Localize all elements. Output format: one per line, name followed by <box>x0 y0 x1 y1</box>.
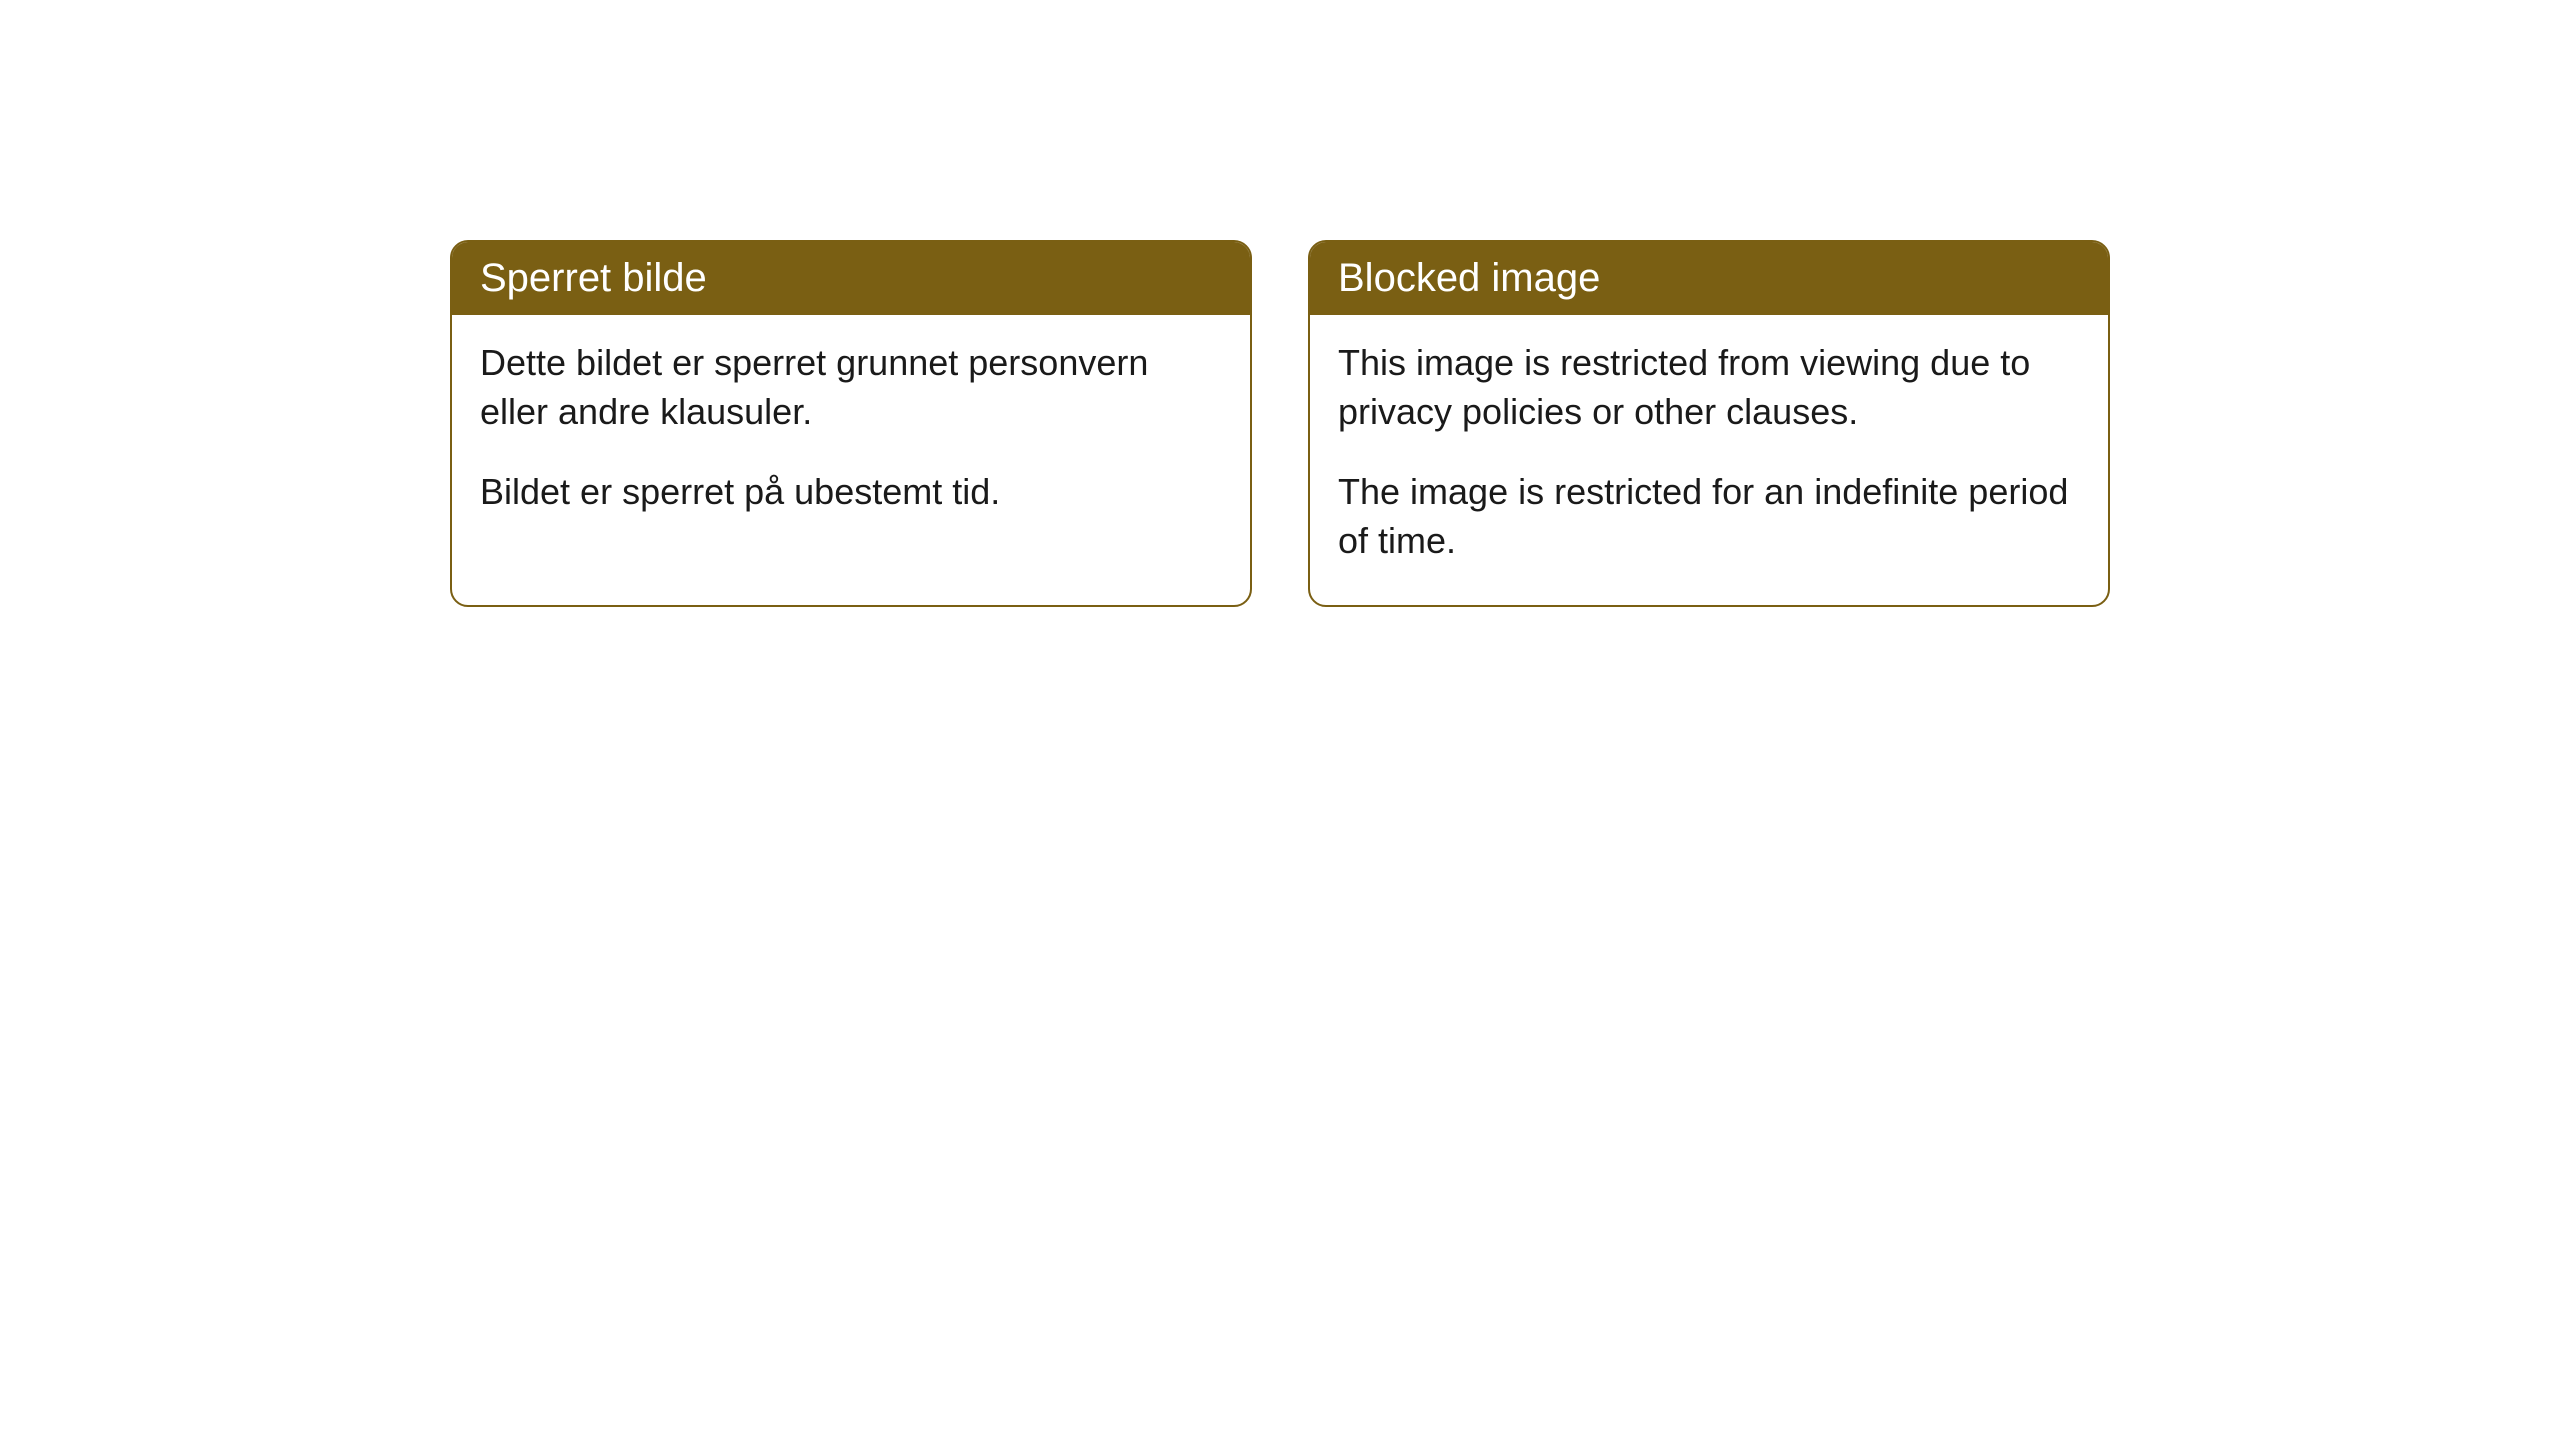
card-header-english: Blocked image <box>1310 242 2108 315</box>
card-text-norwegian-p2: Bildet er sperret på ubestemt tid. <box>480 468 1222 517</box>
blocked-image-cards: Sperret bilde Dette bildet er sperret gr… <box>450 240 2110 607</box>
card-body-norwegian: Dette bildet er sperret grunnet personve… <box>452 315 1250 557</box>
blocked-card-norwegian: Sperret bilde Dette bildet er sperret gr… <box>450 240 1252 607</box>
card-text-english-p2: The image is restricted for an indefinit… <box>1338 468 2080 565</box>
card-text-english-p1: This image is restricted from viewing du… <box>1338 339 2080 436</box>
card-text-norwegian-p1: Dette bildet er sperret grunnet personve… <box>480 339 1222 436</box>
card-body-english: This image is restricted from viewing du… <box>1310 315 2108 605</box>
blocked-card-english: Blocked image This image is restricted f… <box>1308 240 2110 607</box>
card-header-norwegian: Sperret bilde <box>452 242 1250 315</box>
